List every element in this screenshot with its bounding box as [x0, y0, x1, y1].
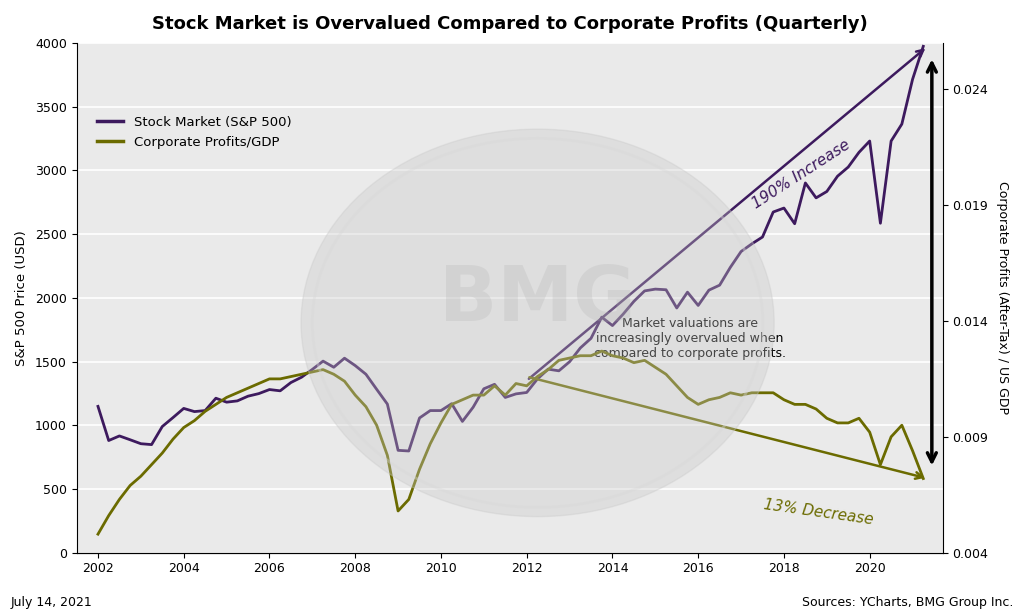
Text: BMG: BMG	[439, 263, 636, 337]
Legend: Stock Market (S&P 500), Corporate Profits/GDP: Stock Market (S&P 500), Corporate Profit…	[92, 111, 297, 154]
Text: 190% Increase: 190% Increase	[750, 137, 853, 212]
Text: Sources: YCharts, BMG Group Inc.: Sources: YCharts, BMG Group Inc.	[803, 596, 1014, 609]
Y-axis label: S&P 500 Price (USD): S&P 500 Price (USD)	[15, 230, 28, 366]
Text: 13% Decrease: 13% Decrease	[763, 498, 874, 528]
Text: July 14, 2021: July 14, 2021	[10, 596, 92, 609]
Title: Stock Market is Overvalued Compared to Corporate Profits (Quarterly): Stock Market is Overvalued Compared to C…	[152, 15, 867, 33]
Text: Market valuations are
increasingly overvalued when
compared to corporate profits: Market valuations are increasingly overv…	[594, 317, 785, 360]
Circle shape	[301, 129, 774, 517]
Y-axis label: Corporate Profits (After-Tax) / US GDP: Corporate Profits (After-Tax) / US GDP	[996, 181, 1009, 415]
